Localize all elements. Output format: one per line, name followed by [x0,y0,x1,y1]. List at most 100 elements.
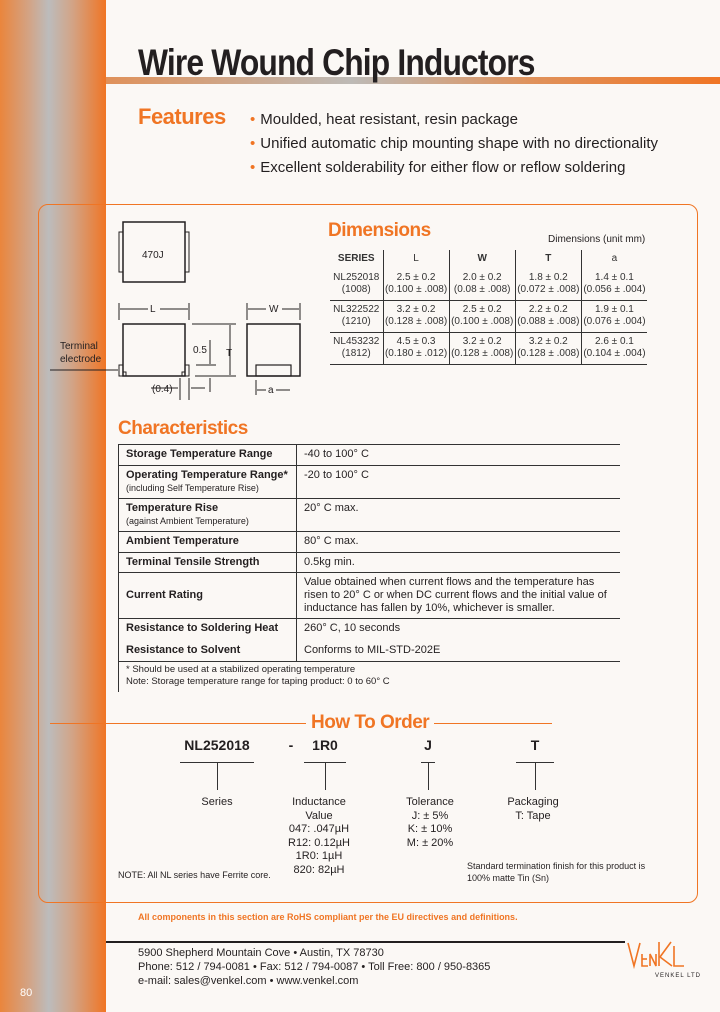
char-label: Resistance to Soldering Heat [118,618,297,641]
table-cell: 2.5 ± 0.2 (0.100 ± .008) [448,300,516,332]
cell-text: 3.2 ± 0.2 [462,336,502,347]
footer-address: 5900 Shepherd Mountain Cove • Austin, TX… [138,947,384,959]
table-notes-row: * Should be used at a stabilized operati… [118,661,620,692]
char-label: Operating Temperature Range* (including S… [118,465,297,499]
char-value: -20 to 100° C [296,465,620,499]
cell-text: 3.2 ± 0.2 [528,336,568,347]
table-cell: 3.2 ± 0.2 (0.128 ± .008) [448,332,516,364]
table-cell: 3.2 ± 0.2 (0.128 ± .008) [382,300,450,332]
table-cell: 2.6 ± 0.1 (0.104 ± .004) [580,332,647,364]
feature-item: • Unified automatic chip mounting shape w… [250,135,658,152]
footer-rule [106,941,625,943]
series-label: Series [201,796,233,808]
table-row: Resistance to Solvent Conforms to MIL-STD… [118,640,621,662]
finish-note: Standard termination finish for this pro… [467,860,645,884]
cell-text: 1.9 ± 0.1 [595,304,634,315]
cell-text: 2.5 ± 0.2 [462,304,502,315]
logo-text: VENKEL LTD [655,973,702,979]
inductance-label-line: Value [305,809,333,822]
sidebar-gradient-band [0,0,106,1012]
tolerance-value: M: ± 20% [406,836,454,849]
cell-text: 3.2 ± 0.2 [396,304,436,315]
divider [217,762,218,790]
char-value: Value obtained when current flows and th… [296,572,620,619]
cell-text: 1.8 ± 0.2 [528,271,568,283]
col-a: a [580,250,647,268]
col-l: L [382,250,450,268]
tolerance-value: K: ± 10% [407,823,453,835]
page-number: 80 [20,987,33,999]
table-row: Temperature Rise (against Ambient Tempera… [118,498,620,532]
cell-text: (0.08 ± .008) [453,283,511,295]
table-cell: 1.8 ± 0.2 (0.072 ± .008) [514,268,582,300]
char-label: Current Rating [118,572,297,619]
table-cell: NL322522 (1210) [330,300,383,332]
char-value: 0.5kg min. [296,552,620,573]
rohs-statement: All components in this section are RoHS … [138,912,518,922]
table-cell: 3.2 ± 0.2 (0.128 ± .008) [514,332,582,364]
footer-web: e-mail: sales@venkel.com • www.venkel.co… [138,975,359,987]
dim-t-label: T [226,348,232,359]
characteristics-heading: Characteristics [118,418,248,439]
char-label: Storage Temperature Range [118,444,297,466]
cell-text: NL322522 [333,304,380,315]
how-to-order-rule [50,723,552,724]
packaging-title: Packaging [507,796,559,808]
char-value: 20° C max. [296,498,620,532]
cell-text: (0.100 ± .008) [451,316,514,327]
order-code-tolerance: J [424,737,432,753]
feature-text: Excellent solderability for either flow … [260,159,626,176]
dim-04-label: (0.4) [152,384,173,395]
col-series: SERIES [337,253,375,264]
char-label-text: Resistance to Soldering Heat [126,622,279,634]
cell-text: 2.0 ± 0.2 [462,271,502,283]
char-label-text: Ambient Temperature [126,535,239,547]
cell-text: (0.072 ± .008) [517,283,580,295]
cell-text: (0.128 ± .008) [451,348,514,359]
order-code-packaging: T [530,737,540,753]
cell-text: (0.100 ± .008) [384,283,448,295]
cell-text: 2.6 ± 0.1 [595,336,634,347]
char-label: Resistance to Solvent [118,640,297,662]
note-text: Note: Storage temperature range for tapi… [126,676,390,687]
char-label-text: Current Rating [126,589,203,601]
cell-text: (0.088 ± .008) [517,316,580,327]
how-to-order-heading: How To Order [306,712,435,734]
char-value: Conforms to MIL-STD-202E [304,643,441,656]
venkel-logo [627,941,684,970]
tolerance-value: J: ± 5% [411,809,449,822]
cell-text: (0.104 ± .004) [583,348,646,359]
col-w: W [448,250,516,268]
divider [428,762,429,790]
table-cell: 2.0 ± 0.2 (0.08 ± .008) [448,268,516,300]
char-value: 260° C, 10 seconds [296,618,620,641]
cell-text: (0.128 ± .008) [517,348,580,359]
side-view-body [122,323,186,377]
spec-panel [38,204,698,903]
table-row: NL322522 (1210) 3.2 ± 0.2 (0.128 ± .008) 2.5… [330,300,647,332]
cell-text: NL453232 [333,336,380,347]
char-label-sub: (including Self Temperature Rise) [126,483,259,493]
table-cell: 1.9 ± 0.1 (0.076 ± .004) [580,300,647,332]
table-row: NL252018 (1008) 2.5 ± 0.2 (0.100 ± .008) 2.0… [330,268,647,300]
order-code-inductance: 1R0 [312,737,338,753]
table-notes: * Should be used at a stabilized operati… [118,661,620,692]
divider [325,762,326,790]
cell-text: 4.5 ± 0.3 [396,336,436,347]
feature-item: • Moulded, heat resistant, resin package [250,111,518,128]
feature-item: • Excellent solderability for either flow… [250,159,626,176]
char-value: -40 to 100° C [296,444,620,466]
inductance-label-line: Inductance [292,796,346,808]
cell-text: 2.2 ± 0.2 [528,304,568,315]
char-label-text: Resistance to Solvent [126,643,241,656]
inductance-value: 1R0: 1µH [295,850,343,862]
table-cell: 2.5 ± 0.2 (0.100 ± .008) [382,268,450,300]
table-row: Operating Temperature Range* (including S… [118,465,620,499]
char-label-text: Storage Temperature Range [126,448,273,460]
char-label-text: Terminal Tensile Strength [126,556,260,568]
ferrite-note: NOTE: All NL series have Ferrite core. [118,870,271,880]
table-cell: NL453232 (1812) [330,332,383,364]
dim-w-label: W [269,304,279,315]
char-value: 80° C max. [296,531,620,553]
packaging-label: Packaging T: Tape [498,796,568,823]
